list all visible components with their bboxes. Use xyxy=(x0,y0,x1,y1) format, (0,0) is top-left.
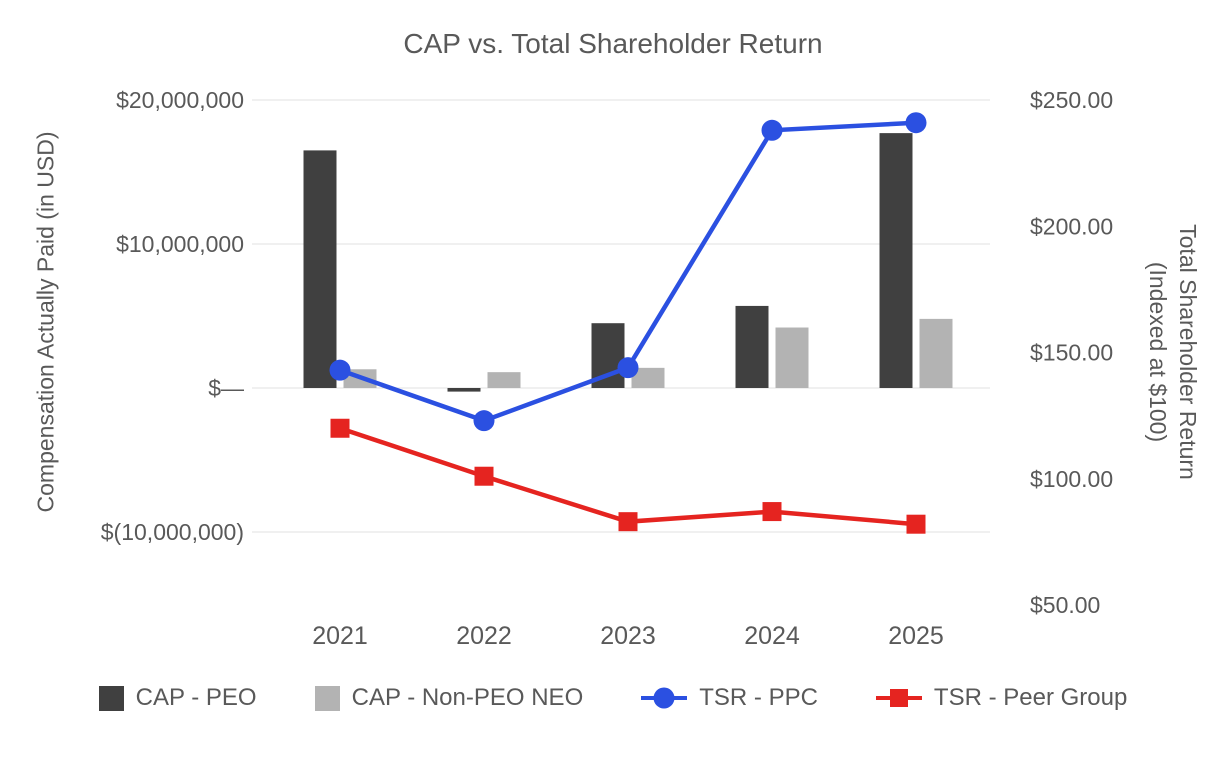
legend-item-cap-peo: CAP - PEO xyxy=(98,684,257,712)
legend-label: CAP - Non-PEO NEO xyxy=(351,684,584,711)
bar-cap-non-peo-neo xyxy=(919,318,953,388)
x-axis-category-label: 2022 xyxy=(456,622,512,650)
line-tsr-peer-group xyxy=(337,426,919,527)
right-axis-tick-label: $250.00 xyxy=(1030,87,1113,113)
point-tsr-ppc xyxy=(329,359,351,381)
bar-cap-peo xyxy=(447,388,481,392)
legend-square-icon xyxy=(889,689,908,707)
legend-line-marker-icon xyxy=(875,685,922,711)
bar-cap-peo xyxy=(735,305,769,388)
point-tsr-peer-group xyxy=(618,512,638,532)
x-axis-category-label: 2024 xyxy=(744,622,800,650)
legend-swatch-icon xyxy=(98,685,124,711)
legend-circle-icon xyxy=(653,687,675,709)
right-axis-tick-label: $150.00 xyxy=(1030,340,1113,366)
point-tsr-ppc xyxy=(905,112,927,134)
point-tsr-ppc xyxy=(617,357,639,379)
chart-title: CAP vs. Total Shareholder Return xyxy=(403,28,823,59)
legend-label: CAP - PEO xyxy=(135,684,257,711)
x-axis-category-label: 2023 xyxy=(600,622,656,650)
bar-cap-non-peo-neo xyxy=(775,327,809,388)
bar-cap-non-peo-neo xyxy=(631,367,665,388)
point-tsr-peer-group xyxy=(906,514,926,534)
left-axis-tick-label: $20,000,000 xyxy=(116,87,244,113)
x-axis-category-label: 2025 xyxy=(888,622,944,650)
bar-cap-peo xyxy=(879,133,913,388)
right-axis-tick-label: $100.00 xyxy=(1030,466,1113,492)
legend-item-cap-non-peo-neo: CAP - Non-PEO NEO xyxy=(314,684,584,712)
bar-cap-peo xyxy=(303,150,337,388)
legend: CAP - PEO CAP - Non-PEO NEO TSR - PPC TSR -… xyxy=(0,684,1226,712)
legend-line-marker-icon xyxy=(641,685,688,711)
bar-cap-non-peo-neo xyxy=(487,372,521,388)
left-axis-tick-label: $10,000,000 xyxy=(116,231,244,257)
point-tsr-peer-group xyxy=(330,418,350,438)
point-tsr-peer-group xyxy=(762,502,782,522)
legend-label: TSR - PPC xyxy=(699,684,818,711)
right-axis-tick-label: $50.00 xyxy=(1030,592,1100,618)
legend-item-tsr-ppc: TSR - PPC xyxy=(641,684,818,712)
legend-label: TSR - Peer Group xyxy=(933,684,1128,711)
point-tsr-ppc xyxy=(761,119,783,141)
x-axis-category-label: 2021 xyxy=(312,622,368,650)
point-tsr-ppc xyxy=(473,410,495,432)
legend-swatch-icon xyxy=(314,685,340,711)
right-axis-tick-label: $200.00 xyxy=(1030,213,1113,239)
left-axis-tick-label: $— xyxy=(208,375,244,401)
left-axis-tick-label: $(10,000,000) xyxy=(101,519,244,545)
point-tsr-peer-group xyxy=(474,466,494,486)
legend-item-tsr-peer-group: TSR - Peer Group xyxy=(875,684,1128,712)
